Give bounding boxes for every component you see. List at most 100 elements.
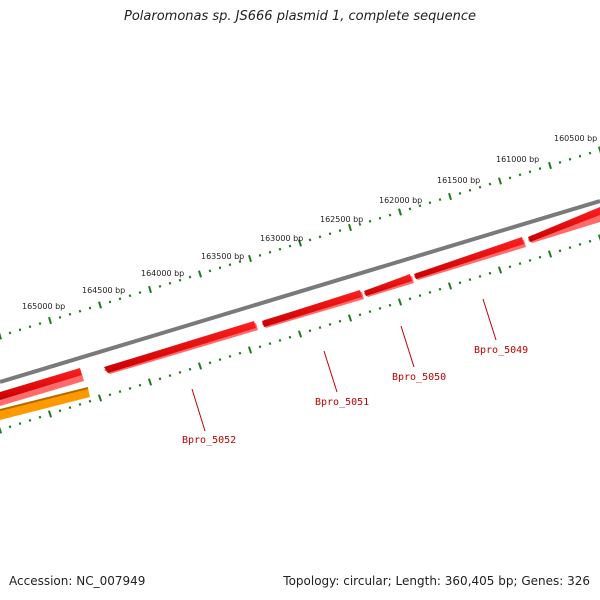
inner-scale-tick [547,250,553,258]
outer-scale-tick [508,176,512,180]
inner-scale-tick [438,287,442,291]
inner-scale-tick [128,386,132,390]
outer-scale-tick [438,198,442,202]
gene-label-bpro-5050[interactable]: Bpro_5050 [392,372,446,383]
outer-scale-tick [568,157,572,161]
outer-scale-tick [278,247,282,251]
outer-scale-tick [288,244,292,248]
inner-scale-tick [228,354,232,358]
outer-scale-tick [448,192,452,201]
inner-scale-tick [528,258,532,262]
outer-scale-tick [298,239,302,247]
outer-scale-tick [408,207,412,211]
inner-scale-tick [78,402,82,406]
gene-arrow-bpro-5050-top[interactable] [364,274,412,296]
map-title: Polaromonas sp. JS666 plasmid 1, complet… [123,9,476,24]
gene-arrow-bpro-5049-top[interactable] [414,237,524,279]
inner-scale-tick [488,271,492,275]
outer-scale-tick [168,281,172,285]
inner-scale-tick [568,246,572,250]
outer-scale-tick [518,173,522,177]
outer-scale-tick [248,254,252,263]
outer-scale-tick [258,253,262,257]
gene-label-bpro-5049[interactable]: Bpro_5049 [474,345,528,356]
inner-scale-tick [28,418,32,422]
gene-labels: Bpro_5049 Bpro_5050 Bpro_5051 Bpro_5052 [182,345,528,446]
inner-scale-tick [138,383,142,387]
outer-scale-tick [478,185,482,189]
outer-scale-tick [378,216,382,220]
outer-scale-tick [128,294,132,298]
inner-scale-tick [358,313,362,317]
scale-label: 163500 bp [201,252,244,261]
scale-label: 164500 bp [82,286,125,295]
gene-arrow-bpro-5052-top[interactable] [104,321,256,373]
gene-arrow-left-partial-top[interactable] [0,368,82,400]
outer-scale-tick [8,331,12,335]
inner-scale-tick [518,262,522,266]
inner-scale-tick [0,426,3,434]
inner-scale-tick [218,358,222,362]
gene-arrow-left-partial[interactable] [0,374,84,406]
inner-scale-tick [318,326,322,330]
outer-scale-tick [488,182,492,186]
outer-scale-tick [418,204,422,208]
gene-label-bpro-5051[interactable]: Bpro_5051 [315,397,369,408]
inner-scale-tick [147,378,153,386]
outer-scale-tick [308,238,312,242]
outer-scale-tick [588,151,592,155]
inner-scale-tick [168,374,172,378]
outer-scale-tick [398,208,402,216]
inner-scale-tick [18,422,22,426]
gene-label-bpro-5052[interactable]: Bpro_5052 [182,435,236,446]
outer-scale-tick [18,328,22,332]
inner-scale-tick [468,278,472,282]
inner-scale-tick [47,410,53,418]
outer-scale-tick [118,297,122,301]
feature-bar-orange[interactable] [0,388,90,420]
outer-scale-tick [0,332,2,340]
outer-scale-tick [458,191,462,195]
gene-track [0,207,600,420]
inner-scale-tick [458,281,462,285]
outer-scale-tick [358,222,362,226]
outer-scale-tick [538,167,542,171]
scale-label: 161500 bp [437,176,480,185]
inner-scale-tick [38,415,42,419]
outer-scale-tick [598,146,600,154]
inner-scale-tick [378,306,382,310]
scale-label: 162000 bp [379,196,422,205]
outer-scale-tick [28,325,32,329]
outer-scale-tick [158,284,162,288]
inner-scale-tick [428,290,432,294]
outer-scale-tick [208,269,212,273]
inner-scale-tick [197,362,203,370]
inner-scale-tick [578,242,582,246]
accession-text: Accession: NC_007949 [9,574,146,588]
outer-scale-tick [88,306,92,310]
outer-scale-tick [58,315,62,319]
topology-summary: Topology: circular; Length: 360,405 bp; … [283,574,590,588]
scale-label: 165000 bp [22,302,65,311]
outer-scale-tick [268,250,272,254]
outer-scale-tick [388,213,392,217]
gene-arrow-bpro-5051-top[interactable] [262,290,362,327]
gene-arrow-right-partial-top[interactable] [528,207,600,242]
inner-scale-tick [97,394,103,402]
inner-scale-tick [268,342,272,346]
inner-scale-tick [208,361,212,365]
inner-scale-tick [347,314,353,322]
outer-scale-tick [348,223,352,232]
outer-scale-tick [548,161,552,170]
outer-scale-tick [368,219,372,223]
scale-label: 161000 bp [496,155,539,164]
scale-label: 164000 bp [141,269,184,278]
inner-scale-tick [397,298,403,306]
inner-scale-tick [447,282,453,290]
inner-scale-tick [497,266,503,274]
inner-scale-tick [8,425,12,429]
scale-label: 163000 bp [260,234,303,243]
outer-scale-tick [338,229,342,233]
outer-scale-tick [228,263,232,267]
inner-scale-tick [328,322,332,326]
